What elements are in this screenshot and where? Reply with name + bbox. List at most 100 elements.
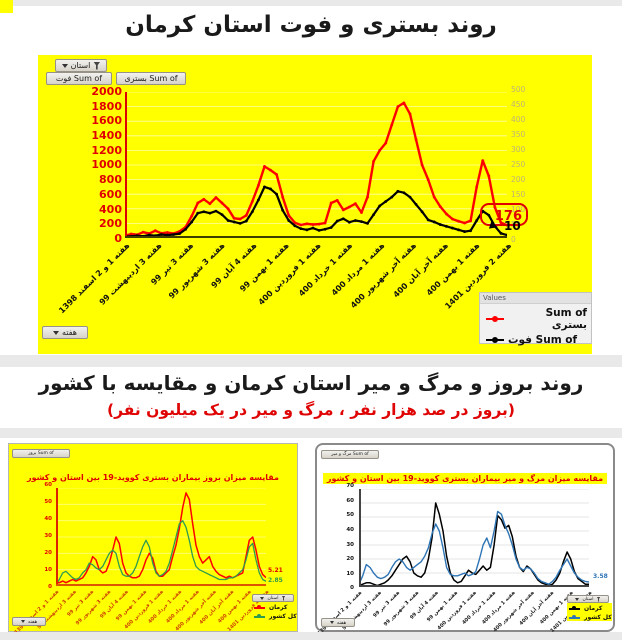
y-axis-right: 500 450 400 350 300 250 200 150 100 50 0 (511, 86, 541, 244)
y-tick-label: 600 (99, 187, 122, 201)
value-field-button[interactable]: Sum of مرگ و میر (321, 450, 379, 459)
legend-item-country: کل کشور (567, 612, 612, 621)
data-point-marker (408, 195, 412, 199)
data-point-marker (475, 185, 479, 189)
chevron-down-icon (20, 620, 25, 623)
data-point-marker (184, 227, 188, 231)
corner-yellow-square (0, 0, 13, 13)
week-axis-button[interactable]: هفته (12, 617, 46, 626)
chevron-down-icon (53, 330, 60, 335)
data-point-marker (390, 123, 394, 127)
y-tick-label: 60 (346, 497, 354, 504)
y-tick-label: 30 (346, 541, 354, 548)
province-filter-label: استان (70, 61, 91, 70)
data-point-marker (293, 224, 297, 228)
legend-item-hospitalized: Sum of بستری (480, 304, 591, 331)
value-field-button-hospitalized[interactable]: Sum of بستری (116, 72, 186, 85)
x-tick-label: هفته آخر آبان 400 (518, 590, 555, 627)
week-axis-button[interactable]: هفته (321, 618, 355, 627)
data-point-marker (299, 227, 303, 231)
series-line (359, 510, 589, 585)
value-field-button[interactable]: Sum of بروز (12, 449, 70, 458)
top-divider (0, 0, 622, 6)
week-axis-button[interactable]: هفته (42, 326, 88, 339)
data-point-marker (256, 198, 260, 202)
data-point-marker (432, 195, 436, 199)
data-point-marker (438, 205, 442, 209)
legend-label: کرمان (269, 604, 288, 611)
data-point-marker (457, 228, 460, 232)
data-point-marker (232, 220, 236, 224)
week-axis-label: هفته (336, 619, 347, 626)
legend: استان کرمان کل کشور (252, 594, 297, 620)
data-point-marker (414, 203, 418, 206)
data-point-marker (317, 222, 321, 226)
data-point-marker (305, 228, 309, 232)
death-end-value: 10 (504, 219, 521, 233)
y-tick-label: 20 (44, 550, 52, 557)
data-point-marker (263, 165, 266, 168)
province-filter-button[interactable]: استان (55, 59, 107, 72)
section-divider (0, 355, 622, 367)
data-point-marker (493, 205, 497, 209)
data-point-marker (420, 163, 424, 167)
value-field-button-deaths[interactable]: Sum of فوت (46, 72, 112, 85)
x-tick-label: هفته آخر آبان 400 (391, 241, 450, 300)
data-point-marker (463, 230, 466, 233)
chevron-down-icon (260, 596, 265, 600)
data-point-marker (408, 112, 412, 116)
y-tick-label: 1800 (91, 99, 122, 113)
data-point-marker (196, 201, 200, 205)
data-point-marker (329, 201, 333, 205)
data-point-marker (232, 216, 236, 220)
bottom-divider (0, 632, 622, 640)
data-point-marker (141, 230, 145, 234)
value-field-deaths-label: Sum of فوت (55, 74, 103, 83)
data-point-marker (341, 217, 345, 221)
data-point-marker (457, 219, 460, 223)
data-point-marker (202, 197, 206, 201)
y-tick-label: 1600 (91, 114, 122, 128)
y-tick-label: 300 (511, 145, 526, 155)
data-point-marker (238, 217, 242, 221)
mortality-comparison-chart: Sum of مرگ و میر مقایسه میزان مرگ و میر … (315, 443, 615, 637)
data-point-marker (129, 232, 133, 236)
data-point-marker (402, 191, 406, 195)
province-filter-button[interactable]: استان (252, 594, 294, 602)
data-point-marker (390, 195, 394, 199)
data-point-marker (366, 222, 369, 225)
hospitalized-line-marker-icon (486, 316, 504, 322)
legend-item-kerman: کرمان (567, 603, 612, 612)
series-line (125, 185, 507, 238)
province-filter-label: استان (267, 595, 279, 601)
data-point-marker (396, 105, 400, 108)
data-point-marker (220, 213, 224, 217)
country-line-marker-icon (569, 615, 580, 619)
y-axis: 70 60 50 40 30 20 10 0 (337, 483, 354, 592)
filter-funnel-icon (281, 595, 286, 601)
y-axis-left: 2000 1800 1600 1400 1200 1000 800 600 400 200 0 (74, 86, 122, 244)
value-field-label: Sum of مرگ و میر (331, 452, 369, 457)
y-tick-label: 40 (44, 516, 52, 523)
mortality-lines-plot (359, 489, 589, 587)
data-point-marker (269, 187, 272, 191)
y-tick-label: 200 (99, 217, 122, 231)
y-tick-label: 40 (346, 526, 354, 533)
country-end-value: 3.58 (593, 573, 608, 580)
x-tick-label: هفته 1 فروردین 400 (256, 241, 323, 307)
hospitalized-end-value-callout: 176 (480, 203, 528, 226)
data-point-marker (347, 220, 351, 224)
data-point-marker (487, 174, 491, 178)
data-point-marker (208, 202, 212, 206)
province-filter-button[interactable]: استان (567, 595, 609, 603)
y-tick-label: 250 (511, 160, 526, 170)
y-axis: 60 50 40 30 20 10 0 (35, 482, 52, 591)
province-filter-label: استان (582, 596, 594, 602)
y-tick-label: 10 (44, 567, 52, 574)
kerman-line-marker-icon (254, 605, 265, 609)
data-point-marker (360, 211, 363, 214)
data-point-marker (487, 213, 491, 217)
hospitalization-death-chart: استان Sum of فوت Sum of بستری 2000 1800 16… (38, 55, 592, 354)
